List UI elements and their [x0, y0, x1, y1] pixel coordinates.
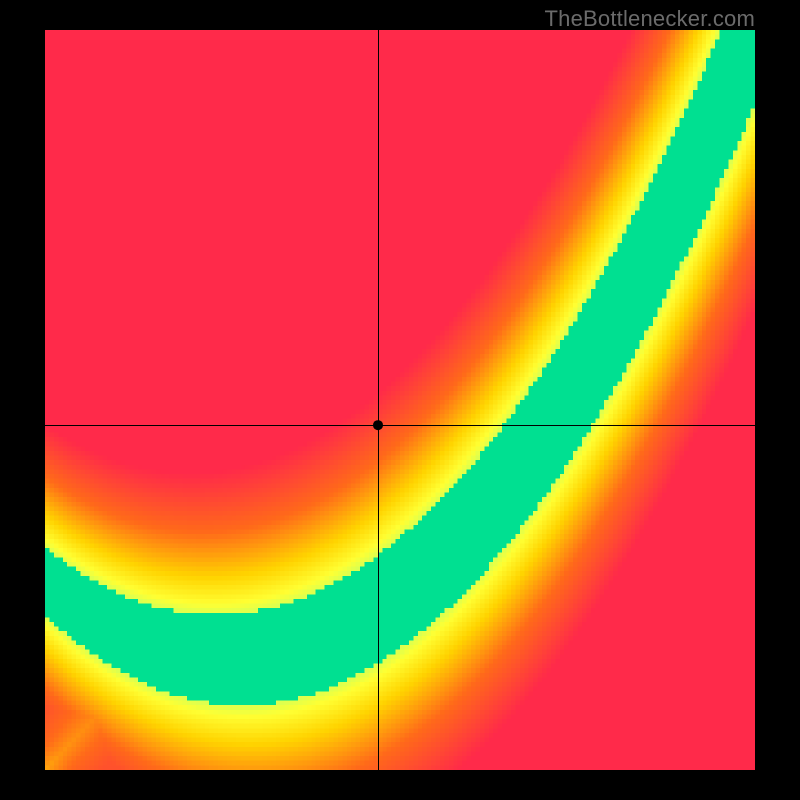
watermark-text: TheBottlenecker.com [545, 6, 755, 32]
chart-stage: TheBottlenecker.com [0, 0, 800, 800]
crosshair-overlay [45, 30, 755, 770]
